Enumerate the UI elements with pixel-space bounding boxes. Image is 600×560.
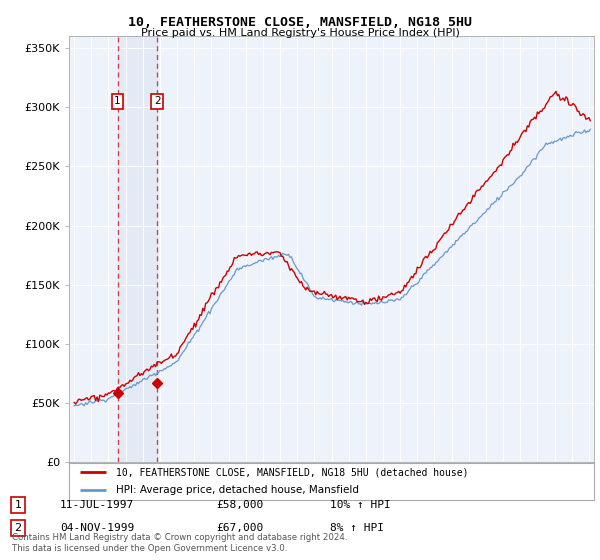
Text: Contains HM Land Registry data © Crown copyright and database right 2024.
This d: Contains HM Land Registry data © Crown c… — [12, 533, 347, 553]
Text: 10, FEATHERSTONE CLOSE, MANSFIELD, NG18 5HU: 10, FEATHERSTONE CLOSE, MANSFIELD, NG18 … — [128, 16, 472, 29]
Text: Price paid vs. HM Land Registry's House Price Index (HPI): Price paid vs. HM Land Registry's House … — [140, 28, 460, 38]
Text: 8% ↑ HPI: 8% ↑ HPI — [330, 523, 384, 533]
Bar — [118, 36, 157, 462]
Text: 1: 1 — [14, 500, 22, 510]
Text: £58,000: £58,000 — [216, 500, 263, 510]
Text: £67,000: £67,000 — [216, 523, 263, 533]
Text: 04-NOV-1999: 04-NOV-1999 — [60, 523, 134, 533]
Text: 10% ↑ HPI: 10% ↑ HPI — [330, 500, 391, 510]
Text: 1: 1 — [114, 96, 121, 106]
Text: 10, FEATHERSTONE CLOSE, MANSFIELD, NG18 5HU (detached house): 10, FEATHERSTONE CLOSE, MANSFIELD, NG18 … — [116, 467, 469, 477]
Text: 2: 2 — [154, 96, 160, 106]
Text: 2: 2 — [14, 523, 22, 533]
Text: HPI: Average price, detached house, Mansfield: HPI: Average price, detached house, Mans… — [116, 486, 359, 496]
Text: 11-JUL-1997: 11-JUL-1997 — [60, 500, 134, 510]
